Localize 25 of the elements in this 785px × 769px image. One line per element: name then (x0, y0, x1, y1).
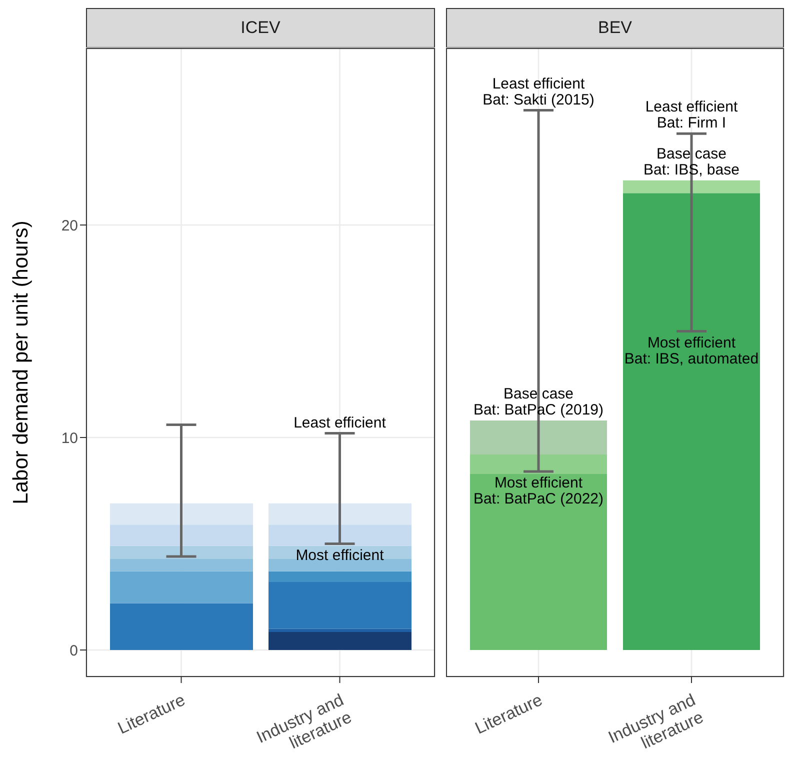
bar (268, 628, 412, 632)
bar (110, 571, 253, 604)
bar (110, 524, 253, 546)
y-tick-label: 20 (61, 217, 78, 234)
bar (110, 503, 253, 525)
bar (110, 546, 253, 559)
annotation: Least efficient Bat: Sakti (2015) (482, 75, 594, 108)
bar (268, 632, 412, 650)
annotation: Most efficient Bat: BatPaC (2022) (473, 474, 604, 508)
annotation: Least efficient (294, 414, 387, 432)
bar (110, 558, 253, 572)
bar (268, 524, 412, 546)
annotation: Most efficient (296, 546, 385, 564)
bar (268, 503, 412, 525)
bar (268, 582, 412, 629)
bar (110, 603, 253, 650)
chart-title: BEV (446, 8, 784, 48)
y-tick-label: 10 (61, 430, 78, 447)
annotation: Most efficient Bat: IBS, automated (624, 334, 759, 368)
y-tick-label: 0 (70, 642, 78, 660)
y-axis-title: Labor demand per unit (hours) (9, 220, 32, 504)
annotation: Least efficient Bat: Firm I (645, 98, 738, 132)
bar (268, 571, 412, 582)
chart-title: ICEV (86, 8, 435, 48)
bar (268, 558, 412, 572)
